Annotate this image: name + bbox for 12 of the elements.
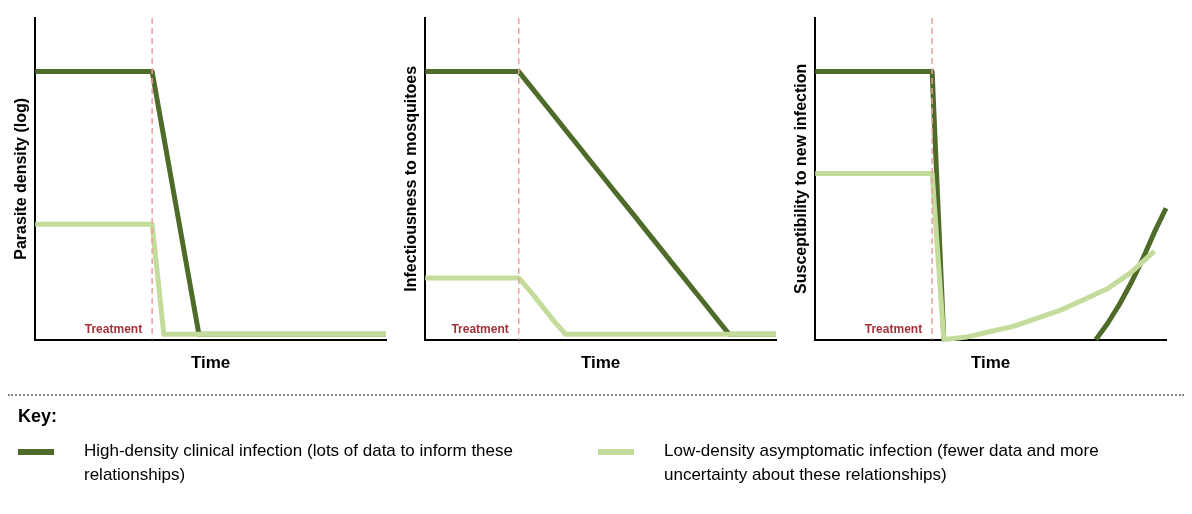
legend-label: Low-density asymptomatic infection (fewer data and more uncertainty about these relationships) <box>664 440 1100 486</box>
x-axis-title: Time <box>190 353 231 373</box>
y-axis-title: Parasite density (log) <box>12 97 30 260</box>
legend-title: Key: <box>18 406 58 427</box>
x-axis-title: Time <box>580 353 621 373</box>
legend-label: High-density clinical infection (lots of data to inform these relationships) <box>84 440 514 486</box>
y-axis-title: Susceptibility to new infection <box>792 63 810 294</box>
annotation: Treatment <box>451 321 509 336</box>
y-axis-title: Infectiousness to mosquitoes <box>402 65 420 292</box>
x-axis-title: Time <box>970 353 1011 373</box>
annotation: Treatment <box>864 321 923 336</box>
annotation: Treatment <box>84 321 143 336</box>
